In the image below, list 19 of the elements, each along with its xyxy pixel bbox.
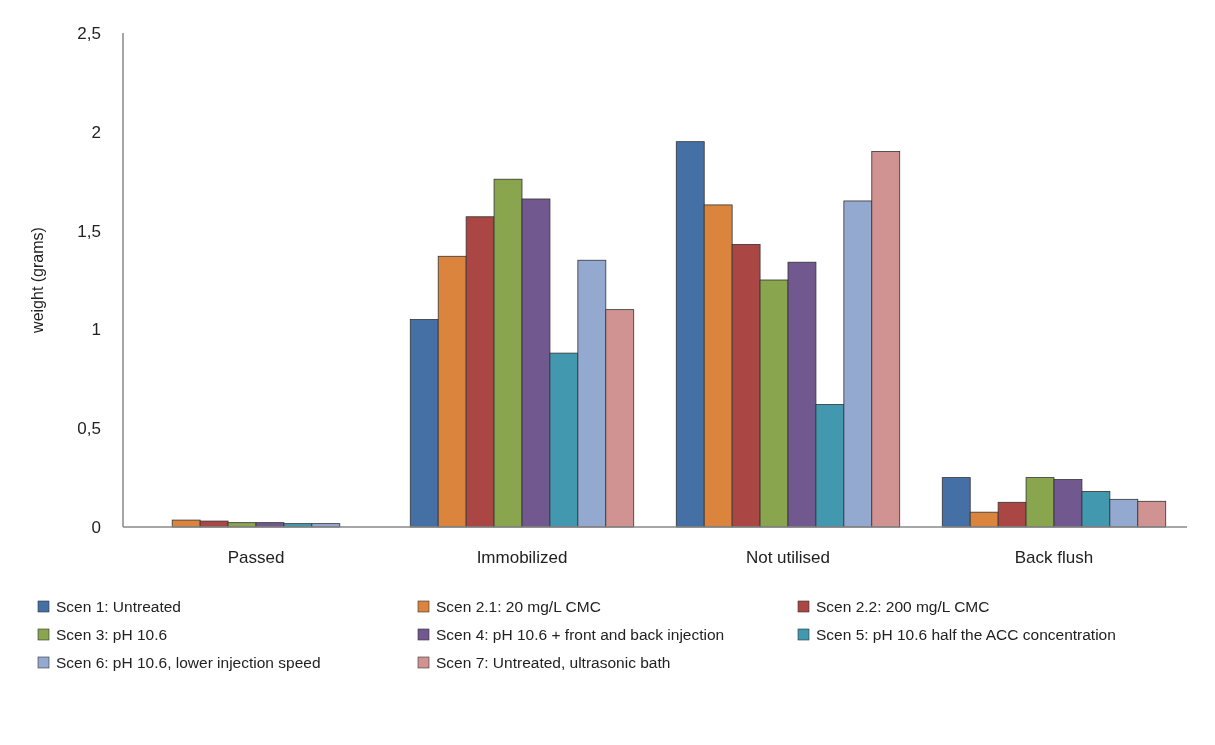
legend-label: Scen 3: pH 10.6 — [56, 626, 168, 644]
x-tick-label: Passed — [227, 547, 285, 567]
y-tick-label: 1,5 — [77, 221, 101, 241]
legend-label: Scen 2.1: 20 mg/L CMC — [436, 598, 601, 616]
legend-label: Scen 5: pH 10.6 half the ACC concentration — [816, 626, 1116, 644]
x-tick-label: Immobilized — [476, 547, 568, 567]
y-tick-label: 2,5 — [77, 23, 101, 43]
x-tick-label: Not utilised — [745, 547, 831, 567]
legend-label: Scen 6: pH 10.6, lower injection speed — [56, 654, 321, 672]
y-tick-label: 0,5 — [77, 419, 101, 439]
legend-label: Scen 1: Untreated — [56, 598, 181, 616]
legend-label: Scen 4: pH 10.6 + front and back injection — [436, 626, 725, 644]
y-axis-title: weight (grams) — [29, 227, 46, 334]
y-tick-label: 2 — [91, 122, 101, 142]
x-tick-label: Back flush — [1014, 547, 1094, 567]
y-tick-label: 1 — [91, 320, 101, 340]
y-tick-label: 0 — [91, 517, 101, 537]
legend-label: Scen 7: Untreated, ultrasonic bath — [436, 654, 671, 672]
legend-label: Scen 2.2: 200 mg/L CMC — [816, 598, 990, 616]
